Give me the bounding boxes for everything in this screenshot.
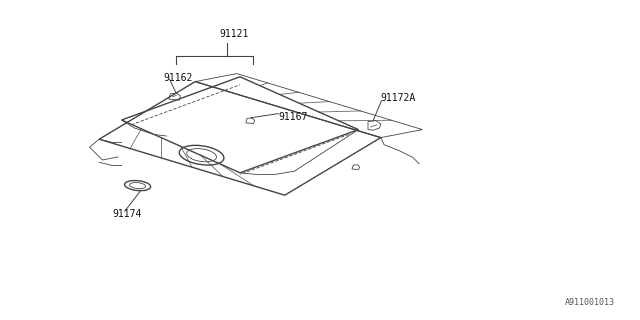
Text: 91174: 91174 [112,209,141,220]
Text: 91121: 91121 [219,28,248,39]
Text: 91162: 91162 [163,73,193,84]
Text: 91172A: 91172A [381,92,416,103]
Text: 91167: 91167 [278,112,308,122]
Text: A911001013: A911001013 [564,298,614,307]
